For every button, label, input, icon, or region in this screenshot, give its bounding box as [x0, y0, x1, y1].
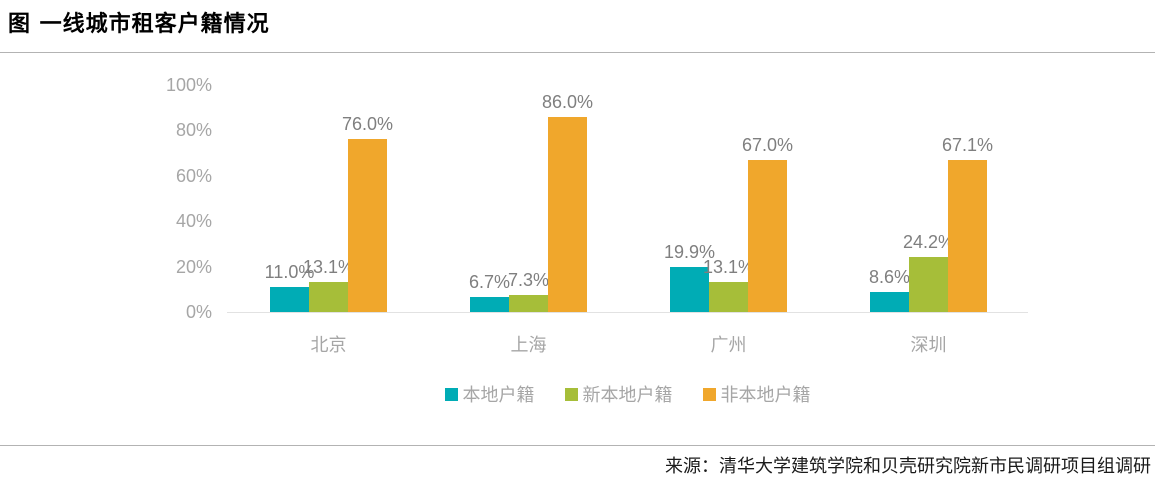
legend-swatch-新本地户籍	[564, 387, 578, 401]
legend-item-非本地户籍: 非本地户籍	[702, 381, 811, 407]
legend-item-本地户籍: 本地户籍	[444, 381, 535, 407]
bar-本地户籍-北京	[270, 287, 309, 312]
category-label-广州: 广州	[710, 335, 747, 355]
data-label-本地户籍-北京: 11.0%	[264, 262, 315, 282]
data-label-非本地户籍-上海: 86.0%	[541, 92, 594, 112]
data-label-新本地户籍-上海: 7.3%	[507, 270, 550, 290]
bar-非本地户籍-广州	[748, 160, 787, 312]
bar-新本地户籍-广州	[709, 282, 748, 312]
legend-label-非本地户籍: 非本地户籍	[720, 385, 811, 405]
bar-非本地户籍-北京	[348, 139, 387, 312]
legend-swatch-本地户籍	[444, 387, 458, 401]
bar-非本地户籍-深圳	[948, 160, 987, 312]
data-label-新本地户籍-北京: 13.1%	[302, 257, 355, 277]
legend-item-新本地户籍: 新本地户籍	[564, 381, 673, 407]
bar-新本地户籍-深圳	[909, 257, 948, 312]
legend-swatch-非本地户籍	[702, 387, 716, 401]
bar-本地户籍-上海	[470, 297, 509, 312]
y-axis-tick-label: 20%	[175, 256, 212, 277]
bar-新本地户籍-北京	[309, 282, 348, 312]
legend-label-本地户籍: 本地户籍	[462, 385, 535, 405]
data-label-本地户籍-上海: 6.7%	[468, 272, 511, 292]
data-label-本地户籍-深圳: 8.6%	[868, 267, 911, 287]
category-label-上海: 上海	[510, 335, 547, 355]
y-axis-tick-label: 40%	[175, 211, 212, 232]
y-axis-tick-label: 0%	[185, 302, 212, 322]
data-label-非本地户籍-北京: 76.0%	[341, 114, 394, 134]
bar-新本地户籍-上海	[509, 295, 548, 312]
x-axis-baseline	[227, 312, 1028, 313]
title-divider-line	[0, 52, 1155, 53]
source-attribution: 来源：清华大学建筑学院和贝壳研究院新市民调研项目组调研	[665, 456, 1151, 477]
y-axis-tick-label: 80%	[175, 120, 212, 141]
category-label-深圳: 深圳	[910, 335, 947, 355]
bar-本地户籍-广州	[670, 267, 709, 312]
figure-title: 图 一线城市租客户籍情况	[8, 11, 270, 37]
bar-本地户籍-深圳	[870, 292, 909, 312]
legend-label-新本地户籍: 新本地户籍	[582, 385, 673, 405]
bar-非本地户籍-上海	[548, 117, 587, 312]
category-label-北京: 北京	[310, 335, 347, 355]
data-label-非本地户籍-深圳: 67.1%	[941, 135, 994, 155]
data-label-非本地户籍-广州: 67.0%	[741, 135, 794, 155]
chart-legend: 本地户籍 新本地户籍 非本地户籍	[227, 381, 1028, 407]
y-axis-tick-label: 100%	[165, 75, 212, 95]
source-divider-line	[0, 445, 1155, 446]
data-label-新本地户籍-深圳: 24.2%	[902, 232, 955, 252]
data-label-新本地户籍-广州: 13.1%	[702, 257, 755, 277]
data-label-本地户籍-广州: 19.9%	[663, 242, 716, 262]
y-axis-tick-label: 60%	[175, 165, 212, 186]
